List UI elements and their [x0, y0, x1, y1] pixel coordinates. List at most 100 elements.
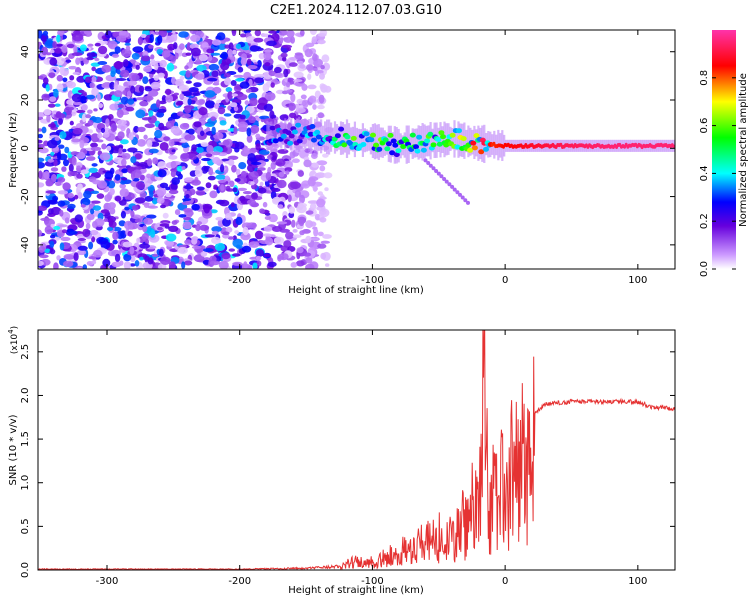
noise-cell — [50, 167, 59, 172]
noise-cell — [157, 226, 163, 231]
noise-cell — [134, 260, 140, 267]
noise-cell — [181, 91, 193, 97]
noise-cell — [324, 187, 329, 192]
noise-cell — [122, 153, 131, 160]
noise-cell — [293, 71, 304, 79]
noise-cell — [185, 80, 192, 84]
noise-cell — [185, 231, 194, 237]
noise-cell — [144, 123, 155, 129]
noise-cell — [117, 131, 125, 140]
noise-cell — [128, 132, 134, 141]
noise-cell — [43, 77, 49, 85]
tail-cell — [444, 179, 449, 184]
noise-cell — [60, 236, 71, 242]
noise-cell — [62, 182, 71, 191]
noise-cell — [177, 246, 188, 255]
noise-cell — [148, 89, 159, 97]
noise-cell — [192, 92, 201, 97]
noise-cell — [141, 117, 152, 121]
signal-cell — [373, 142, 380, 148]
noise-cell — [122, 148, 127, 153]
noise-cell — [38, 182, 45, 188]
noise-cell — [218, 116, 224, 120]
noise-cell — [211, 151, 221, 156]
tail-cell — [458, 192, 462, 197]
noise-cell — [320, 65, 325, 70]
noise-cell — [54, 137, 60, 141]
noise-cell — [303, 159, 312, 168]
noise-cell — [122, 241, 133, 248]
signal-halo — [359, 129, 362, 151]
noise-cell — [48, 123, 57, 128]
noise-cell — [79, 140, 85, 149]
noise-cell — [210, 52, 221, 56]
snr-line-group — [38, 330, 675, 570]
noise-cell — [87, 119, 94, 126]
noise-cell — [150, 59, 156, 66]
noise-cell — [251, 192, 258, 200]
noise-cell — [139, 243, 151, 249]
noise-cell — [157, 191, 162, 197]
noise-cell — [67, 203, 76, 210]
noise-cell — [201, 42, 209, 49]
noise-cell — [154, 61, 159, 71]
noise-cell — [127, 79, 138, 86]
noise-cell — [166, 62, 175, 72]
signal-halo — [298, 116, 301, 152]
noise-cell — [156, 99, 161, 108]
noise-cell — [116, 109, 124, 118]
noise-cell — [151, 253, 159, 257]
noise-cell — [52, 41, 57, 49]
noise-cell — [317, 33, 327, 37]
noise-cell — [100, 209, 109, 214]
noise-cell — [125, 45, 131, 52]
spectrogram-y-ticks: -40 -20 0 20 40 — [20, 45, 675, 253]
noise-cell — [165, 186, 171, 191]
noise-cell — [147, 158, 153, 167]
noise-cell — [67, 192, 74, 199]
noise-cell — [113, 90, 123, 97]
noise-cell — [137, 36, 143, 46]
noise-cell — [251, 161, 262, 166]
noise-cell — [87, 43, 94, 47]
noise-cell — [147, 184, 155, 192]
x-tick-label: 0 — [502, 275, 508, 286]
noise-cell — [273, 236, 285, 245]
noise-cell — [115, 78, 127, 81]
noise-cell — [72, 87, 83, 96]
noise-cell — [283, 68, 289, 78]
noise-cell — [101, 143, 107, 150]
noise-cell — [264, 216, 271, 220]
noise-cell — [61, 229, 68, 234]
noise-cell — [117, 119, 127, 126]
signal-cell — [409, 132, 416, 138]
noise-cell — [239, 81, 250, 89]
noise-cell — [47, 158, 55, 163]
noise-cell — [77, 249, 87, 256]
noise-cell — [38, 147, 49, 154]
noise-cell — [53, 262, 59, 269]
noise-cell — [288, 206, 296, 214]
noise-cell — [220, 51, 228, 60]
signal-cell — [454, 144, 461, 150]
noise-cell — [221, 58, 232, 65]
y-tick-label: 0.5 — [20, 518, 31, 534]
noise-cell — [82, 198, 91, 206]
noise-cell — [233, 74, 244, 78]
noise-cell — [179, 93, 185, 100]
signal-cell — [387, 132, 394, 138]
noise-cell — [57, 30, 65, 36]
multiplier-exponent: 4 — [7, 329, 15, 334]
noise-cell — [185, 52, 192, 56]
noise-cell — [135, 181, 146, 190]
noise-cell — [105, 118, 110, 128]
noise-cell — [124, 206, 130, 211]
noise-cell — [158, 100, 167, 105]
noise-cell — [196, 64, 207, 72]
noise-cell — [133, 166, 143, 170]
noise-cell — [231, 98, 241, 103]
noise-cell — [106, 145, 112, 152]
signal-cell — [307, 131, 314, 137]
noise-cell — [292, 234, 302, 238]
noise-cell — [321, 54, 330, 63]
